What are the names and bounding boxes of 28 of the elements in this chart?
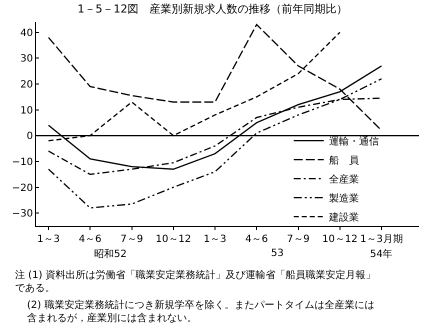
x-tick-label: 1～3月期 [360,233,403,245]
legend-label: 建設業 [328,212,359,224]
y-tick-label: 20 [20,79,33,90]
text: 昭和52 [94,248,127,260]
y-tick-label: 30 [20,54,33,65]
x-tick-label: 1～3 [204,234,226,245]
text: (2) 職業安定業務統計につき新規学卒を除く。またパートタイムは全産業には含まれるが，産業別には含まれない。 [27,299,374,324]
legend-label: 全産業 [328,174,359,186]
x-tick-label: 10～12 [156,234,192,245]
x-tick-label: 7～9 [286,234,310,245]
text: 53 [271,248,284,259]
x-tick-label: 10～12 [322,234,358,245]
x-tick-label: 7～9 [120,234,144,245]
y-tick-label: 40 [20,28,33,39]
y-tick-label: −30 [12,208,33,220]
chart-title: 1－5－12図 産業別新規求人数の推移（前年同期比） [78,2,348,16]
y-tick-label: −20 [12,182,33,194]
text: 注 (1) 資料出所は労働省「職業安定業務統計」及び運輸省「船員職業安定月報」である。 [15,269,376,294]
x-tick-label: 4～6 [78,234,102,245]
x-tick-label: 4～6 [245,234,268,245]
legend-label: 運輸・通信 [328,136,379,148]
y-tick-label: 0 [26,131,33,142]
y-tick-label: −10 [12,156,33,168]
legend-label: 船 員 [328,156,359,166]
x-tick-label: 1～3 [37,234,60,245]
text: 54年 [370,248,393,260]
y-tick-label: 10 [20,105,33,116]
legend-label: 製造業 [328,192,359,204]
